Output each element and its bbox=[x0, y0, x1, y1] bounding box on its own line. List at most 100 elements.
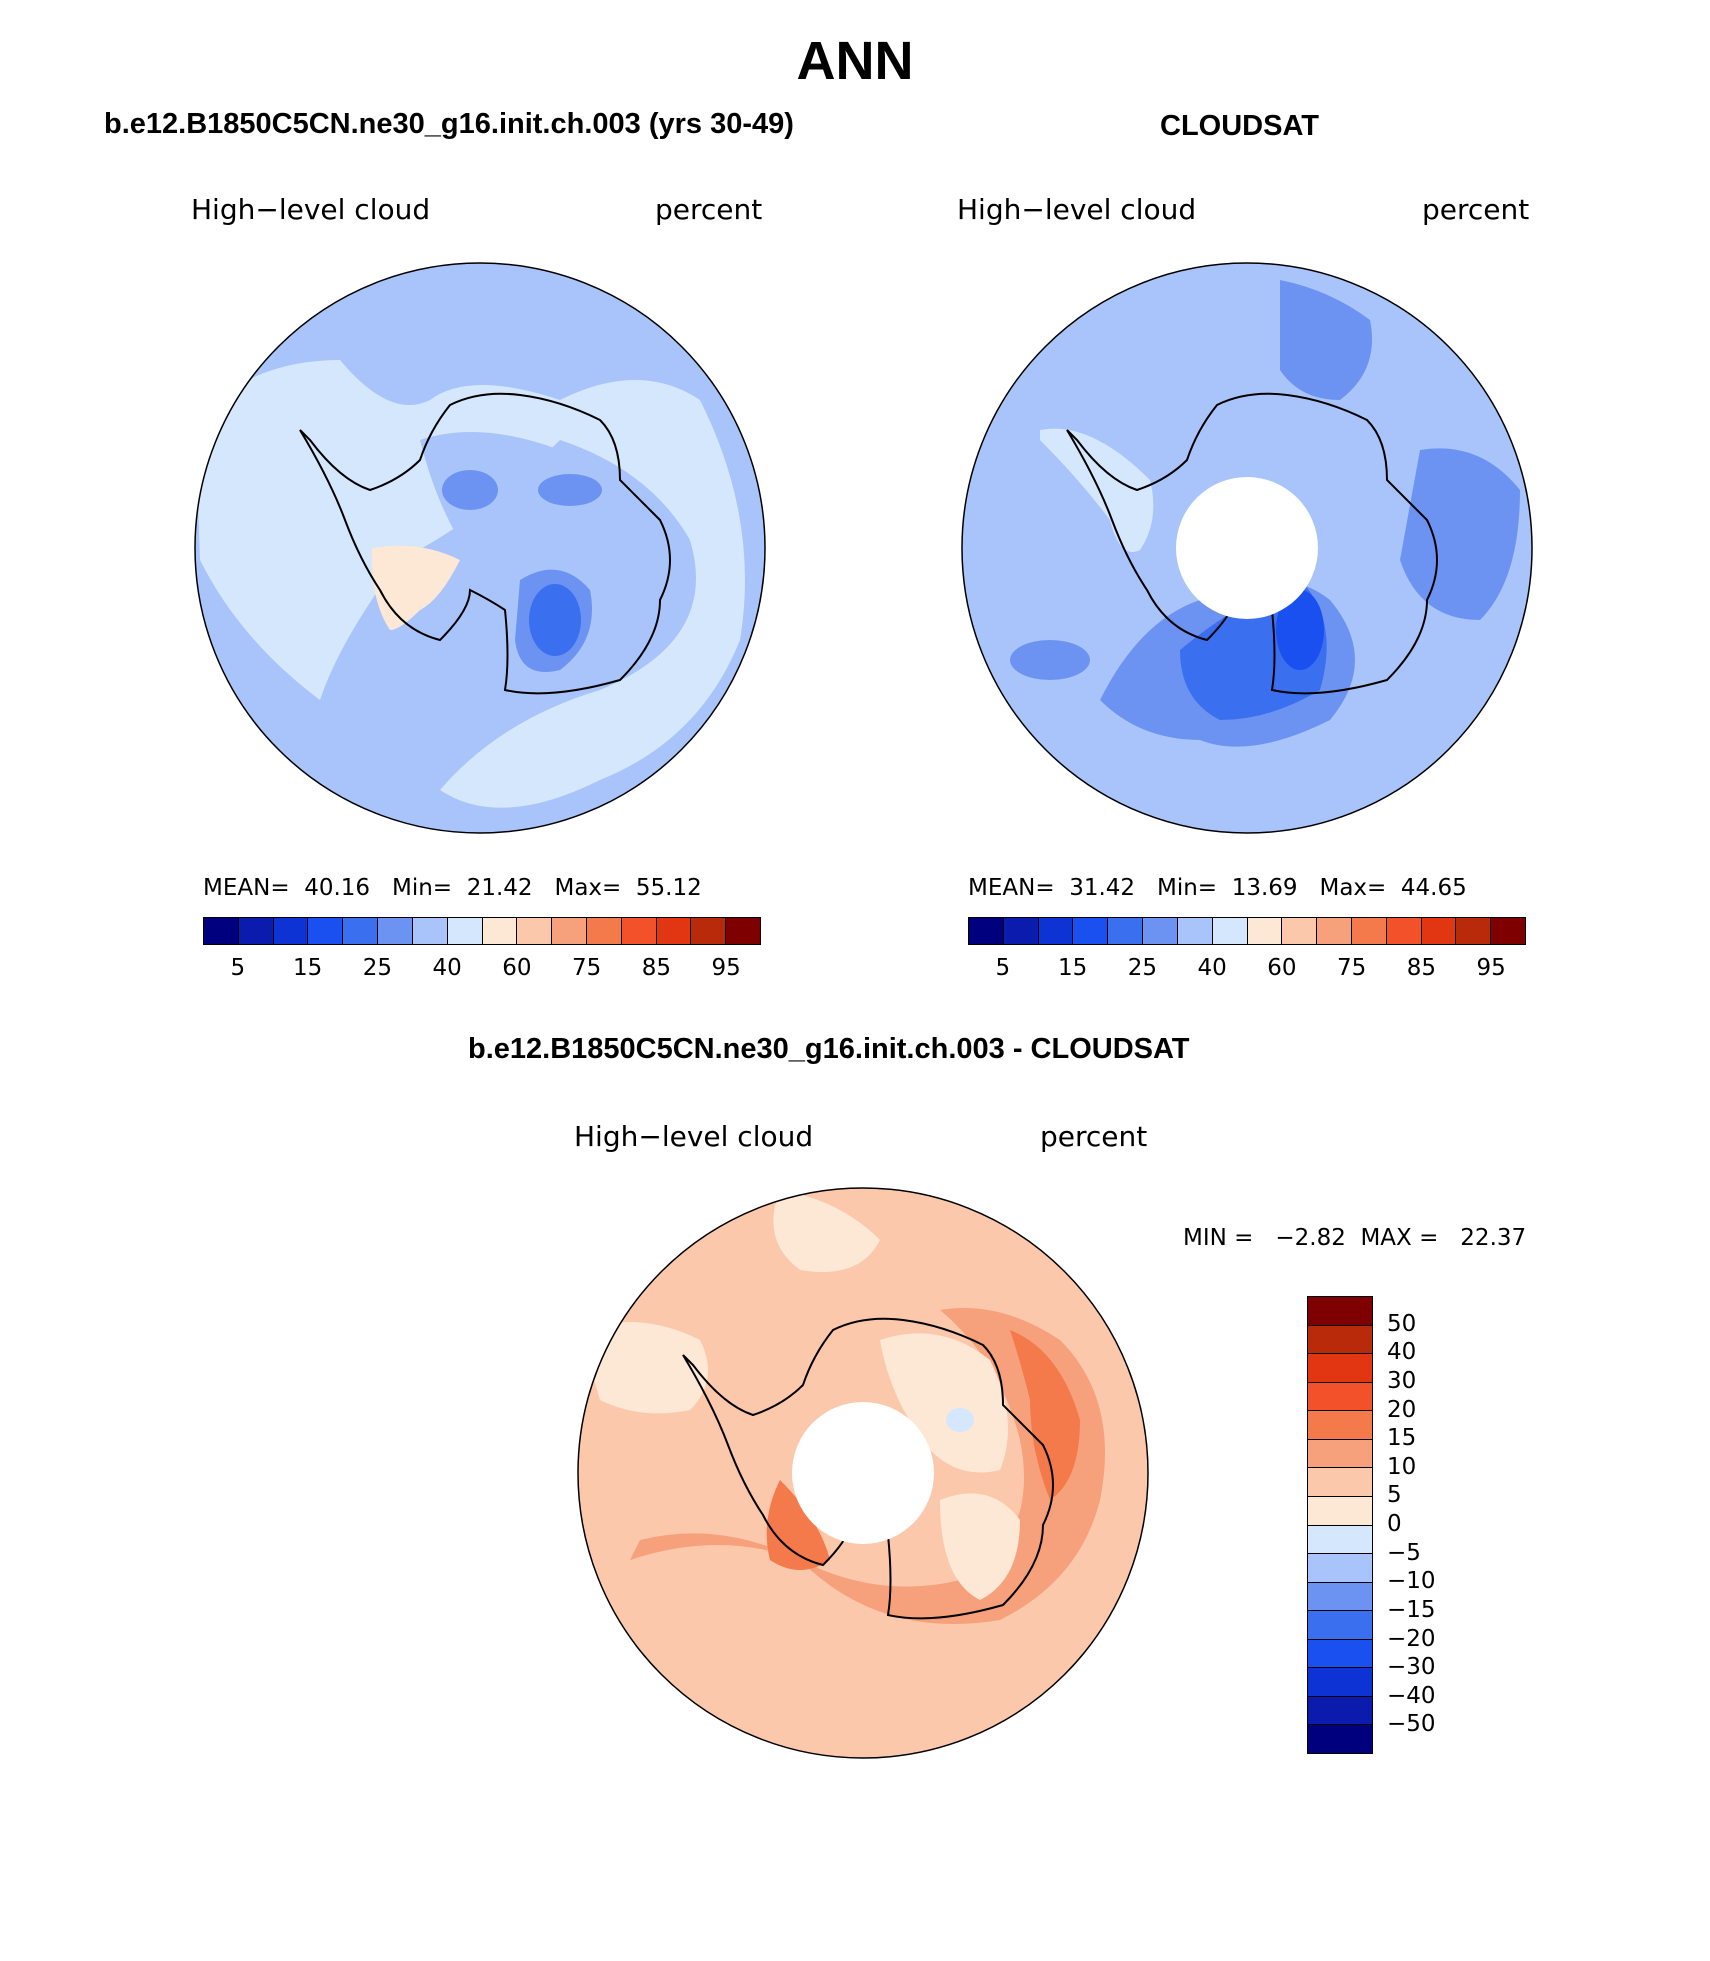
diff-strong-region-2 bbox=[766, 1480, 830, 1570]
model-colorbar bbox=[203, 917, 761, 945]
diff-colorbar-label: 50 bbox=[1387, 1310, 1417, 1337]
diff-colorbar-label: −30 bbox=[1387, 1654, 1436, 1681]
model-colorbar-labels: 5 15 25 40 60 75 85 95 bbox=[203, 955, 761, 985]
diff-colorbar-swatch bbox=[1308, 1611, 1372, 1640]
obs-colorbar-swatch bbox=[969, 918, 1004, 944]
obs-blob-5 bbox=[1276, 590, 1324, 670]
model-colorbar-label: 95 bbox=[711, 955, 741, 981]
diff-map-boundary bbox=[577, 1187, 1149, 1759]
diff-strong-region-1 bbox=[1010, 1330, 1080, 1500]
diff-stats: MIN = −2.82 MAX = 22.37 bbox=[1183, 1225, 1527, 1251]
obs-colorbar-swatch bbox=[1491, 918, 1525, 944]
model-blob-1 bbox=[442, 470, 498, 510]
diff-warm-belt bbox=[630, 1308, 1105, 1624]
model-colorbar-label: 15 bbox=[292, 955, 323, 981]
obs-colorbar-swatch bbox=[1386, 918, 1422, 944]
obs-blob-1 bbox=[1280, 280, 1372, 400]
diff-colorbar-label: 5 bbox=[1387, 1482, 1402, 1509]
diff-light-region-2 bbox=[580, 1322, 708, 1414]
obs-colorbar-label: 75 bbox=[1336, 955, 1367, 981]
obs-colorbar-swatch bbox=[1351, 918, 1387, 944]
obs-stats: MEAN= 31.42 Min= 13.69 Max= 44.65 bbox=[968, 875, 1467, 901]
model-colorbar-swatch bbox=[238, 918, 274, 944]
obs-variable-label: High−level cloud bbox=[957, 193, 1197, 226]
diff-colorbar-swatch bbox=[1308, 1439, 1372, 1469]
diff-colorbar-swatch bbox=[1308, 1354, 1372, 1383]
obs-colorbar bbox=[968, 917, 1526, 945]
diff-colorbar-swatch bbox=[1308, 1382, 1372, 1412]
obs-light-region bbox=[1040, 428, 1154, 552]
obs-colorbar-swatch bbox=[1247, 918, 1283, 944]
diff-colorbar-label: −15 bbox=[1387, 1596, 1436, 1623]
obs-colorbar-swatch bbox=[1143, 918, 1178, 944]
obs-colorbar-label: 40 bbox=[1197, 955, 1227, 981]
diff-colorbar-label: −10 bbox=[1387, 1568, 1436, 1595]
diff-colorbar-swatch bbox=[1308, 1639, 1372, 1669]
obs-colorbar-swatch bbox=[1108, 918, 1144, 944]
obs-blob-6 bbox=[1010, 640, 1090, 680]
model-colorbar-swatch bbox=[621, 918, 657, 944]
diff-colorbar-label: −50 bbox=[1387, 1711, 1436, 1738]
model-colorbar-label: 25 bbox=[362, 955, 393, 981]
obs-colorbar-label: 15 bbox=[1057, 955, 1088, 981]
obs-antarctica-coastline bbox=[1066, 392, 1438, 695]
obs-colorbar-swatch bbox=[1456, 918, 1492, 944]
diff-polar-hole bbox=[792, 1402, 934, 1544]
model-colorbar-swatch bbox=[343, 918, 379, 944]
model-colorbar-swatch bbox=[273, 918, 309, 944]
diff-colorbar-swatch bbox=[1308, 1496, 1372, 1526]
model-colorbar-swatch bbox=[204, 918, 239, 944]
diff-colorbar-swatch bbox=[1308, 1411, 1372, 1440]
diff-colorbar-swatch bbox=[1308, 1554, 1372, 1583]
obs-colorbar-swatch bbox=[1421, 918, 1457, 944]
obs-blob-2 bbox=[1400, 448, 1520, 620]
obs-colorbar-swatch bbox=[1282, 918, 1318, 944]
diff-colorbar-label: 20 bbox=[1387, 1396, 1417, 1423]
model-colorbar-swatch bbox=[586, 918, 622, 944]
diff-antarctica-coastline bbox=[682, 1317, 1054, 1620]
obs-colorbar-label: 85 bbox=[1406, 955, 1437, 981]
obs-polar-hole bbox=[1176, 477, 1318, 619]
diff-light-region-1 bbox=[773, 1190, 880, 1272]
model-colorbar-swatch bbox=[378, 918, 413, 944]
obs-colorbar-label: 25 bbox=[1127, 955, 1158, 981]
model-units-label: percent bbox=[655, 193, 763, 226]
diff-colorbar-label: 40 bbox=[1387, 1339, 1417, 1366]
model-colorbar-swatch bbox=[482, 918, 518, 944]
diff-colorbar-label: 30 bbox=[1387, 1367, 1417, 1394]
obs-colorbar-label: 5 bbox=[995, 955, 1011, 981]
diff-colorbar bbox=[1307, 1296, 1373, 1754]
model-panel-title: b.e12.B1850C5CN.ne30_g16.init.ch.003 (yr… bbox=[104, 108, 794, 140]
obs-colorbar-swatch bbox=[1212, 918, 1248, 944]
model-colorbar-swatch bbox=[517, 918, 553, 944]
obs-colorbar-swatch bbox=[1003, 918, 1039, 944]
model-colorbar-label: 60 bbox=[502, 955, 532, 981]
model-colorbar-label: 40 bbox=[432, 955, 462, 981]
model-map-boundary bbox=[194, 262, 766, 834]
diff-variable-label: High−level cloud bbox=[574, 1120, 814, 1153]
diff-units-label: percent bbox=[1040, 1120, 1148, 1153]
model-blob-4 bbox=[529, 584, 581, 656]
obs-panel-title: CLOUDSAT bbox=[1160, 110, 1319, 142]
obs-units-label: percent bbox=[1422, 193, 1530, 226]
diff-colorbar-label: 15 bbox=[1387, 1425, 1417, 1452]
page-title: ANN bbox=[796, 31, 914, 91]
diff-colorbar-swatch bbox=[1308, 1325, 1372, 1355]
model-blob-2 bbox=[538, 474, 602, 506]
diff-panel-title: b.e12.B1850C5CN.ne30_g16.init.ch.003 - C… bbox=[468, 1033, 1190, 1065]
model-colorbar-swatch bbox=[726, 918, 760, 944]
obs-colorbar-labels: 5 15 25 40 60 75 85 95 bbox=[968, 955, 1526, 985]
model-antarctica-coastline bbox=[299, 392, 671, 695]
diff-negative-region bbox=[946, 1408, 974, 1432]
model-variable-label: High−level cloud bbox=[191, 193, 431, 226]
diff-colorbar-label: −20 bbox=[1387, 1625, 1436, 1652]
model-positive-region bbox=[371, 545, 460, 630]
model-light-cloud-region bbox=[195, 360, 745, 808]
diff-colorbar-swatch bbox=[1308, 1468, 1372, 1497]
obs-colorbar-label: 60 bbox=[1267, 955, 1297, 981]
model-colorbar-swatch bbox=[447, 918, 483, 944]
diff-colorbar-labels: 50 40 30 20 15 10 5 0 −5 −10 −15 −20 −30 −40 −50 bbox=[1387, 1296, 1507, 1754]
